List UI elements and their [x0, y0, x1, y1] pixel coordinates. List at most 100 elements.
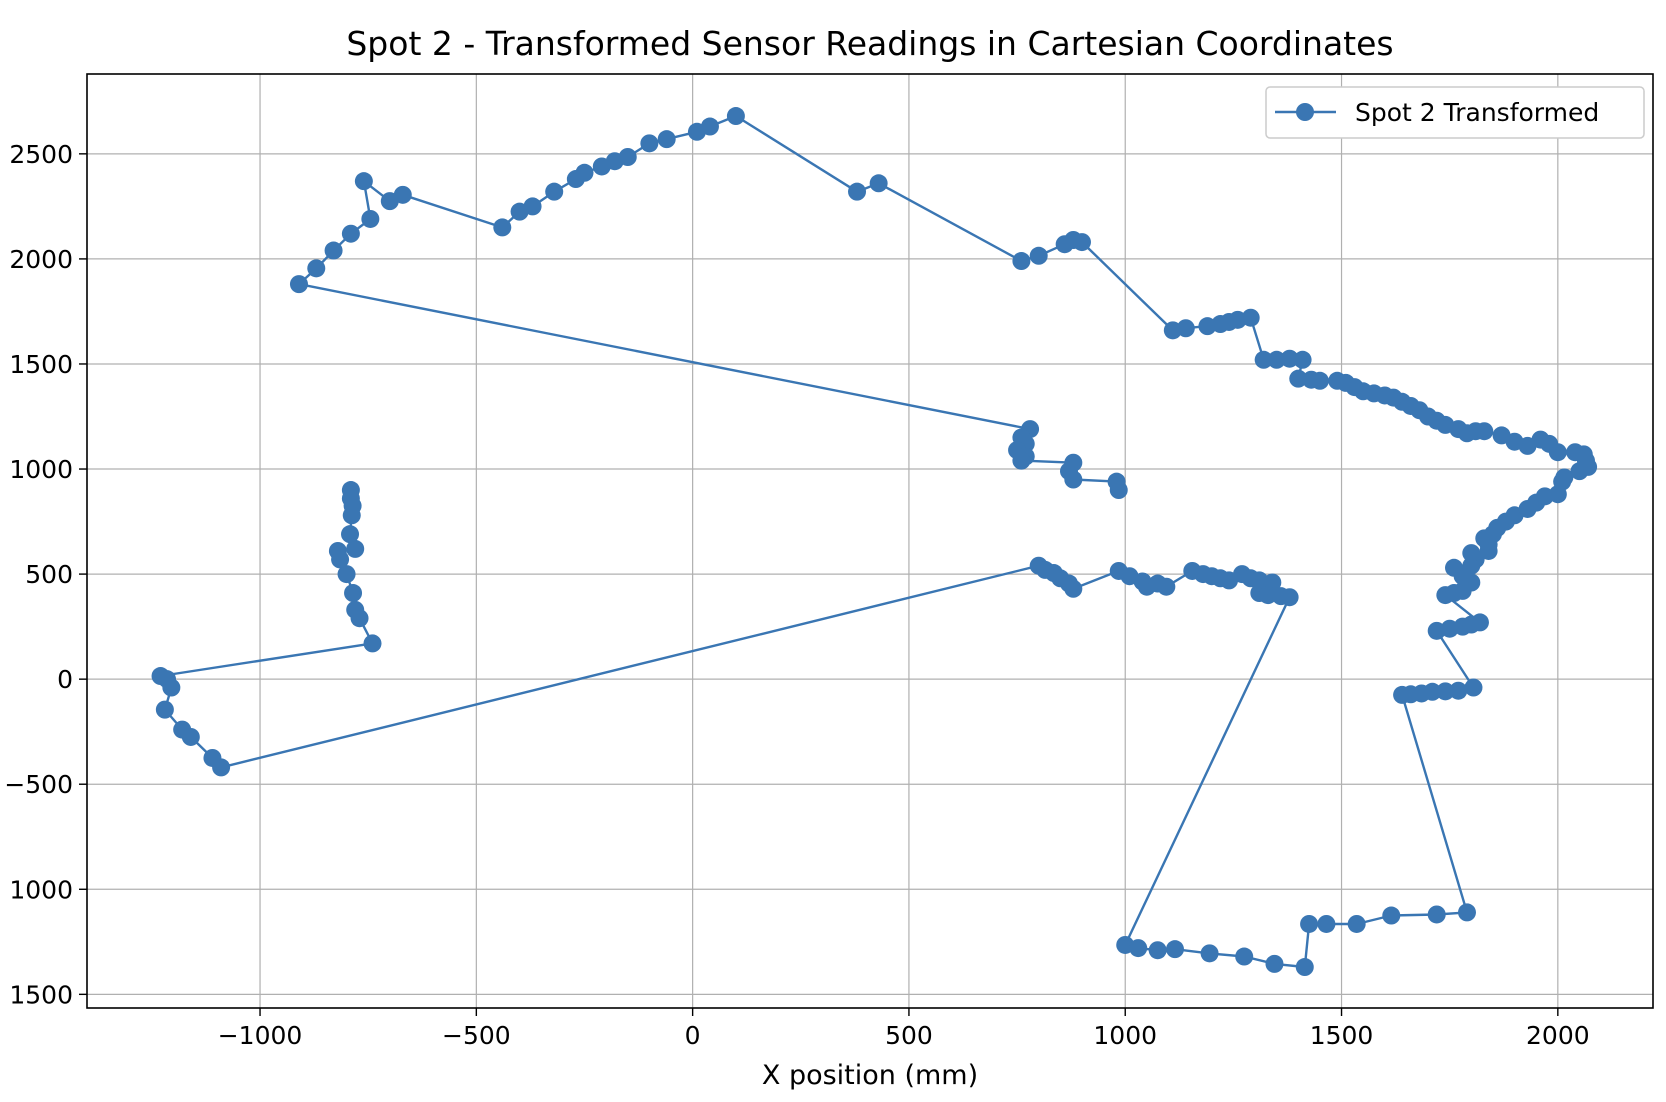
x-tick-label: 1000 [1093, 1021, 1157, 1050]
data-point [361, 209, 380, 228]
data-point [155, 700, 174, 719]
data-point [331, 550, 350, 569]
data-point [848, 182, 867, 201]
data-point [1198, 317, 1217, 336]
data-point [1300, 914, 1319, 933]
grid [87, 74, 1653, 1008]
data-point [1464, 678, 1483, 697]
data-point [289, 275, 308, 294]
series-line [159, 114, 1590, 969]
data-point [1200, 944, 1219, 963]
data-point [545, 182, 564, 201]
data-point [1148, 941, 1167, 960]
data-point [1470, 613, 1489, 632]
y-tick-label: 500 [25, 560, 73, 589]
y-tick-label: 1000 [9, 875, 73, 904]
chart-title: Spot 2 - Transformed Sensor Readings in … [346, 24, 1393, 63]
data-point [1423, 682, 1442, 701]
data-point [342, 506, 361, 525]
y-tick-label: 1500 [9, 980, 73, 1009]
data-point [212, 758, 231, 777]
y-tick-label: 0 [57, 665, 73, 694]
data-point [1064, 470, 1083, 489]
data-point [324, 241, 343, 260]
legend-box [1265, 86, 1645, 139]
data-point [354, 172, 373, 191]
data-point [657, 130, 676, 149]
data-point [1235, 947, 1254, 966]
y-axis: 1500 1000 −500 0 500 1000 1500 2000 2500 [4, 140, 87, 1009]
data-point [869, 174, 888, 193]
x-tick-label: 0 [685, 1021, 701, 1050]
data-point [346, 539, 365, 558]
data-point [1165, 940, 1184, 959]
data-point [1457, 903, 1476, 922]
data-point [350, 609, 369, 628]
data-point [162, 678, 181, 697]
data-point [341, 224, 360, 243]
data-point [1317, 914, 1336, 933]
x-tick-label: 2000 [1526, 1021, 1590, 1050]
data-point [1055, 235, 1074, 254]
data-point [1492, 426, 1511, 445]
data-point [1295, 958, 1314, 977]
legend-label: Spot 2 Transformed [1355, 98, 1599, 127]
data-point [592, 157, 611, 176]
legend: Spot 2 Transformed [1265, 86, 1645, 139]
data-point [510, 202, 529, 221]
data-point [1427, 905, 1446, 924]
plot-frame [86, 73, 1654, 1009]
data-point [181, 727, 200, 746]
data-point [1109, 481, 1128, 500]
y-tick-label: 1000 [9, 455, 73, 484]
x-tick-label: −500 [442, 1021, 511, 1050]
x-axis-label: X position (mm) [762, 1060, 978, 1091]
y-tick-label: 2000 [9, 245, 73, 274]
data-point [1449, 681, 1468, 700]
data-point [726, 107, 745, 126]
data-point [493, 218, 512, 237]
data-point [1265, 954, 1284, 973]
data-point [307, 259, 326, 278]
data-point [1267, 350, 1286, 369]
y-tick-label: 2500 [9, 140, 73, 169]
data-point [566, 170, 585, 189]
data-point [1280, 349, 1299, 368]
data-point [1129, 939, 1148, 958]
data-point [1555, 468, 1574, 487]
data-point [640, 134, 659, 153]
data-point [1293, 350, 1312, 369]
y-tick-label: −500 [4, 770, 73, 799]
data-point [1445, 558, 1464, 577]
data-point [1302, 370, 1321, 389]
series-layer [151, 107, 1598, 977]
data-point [1012, 451, 1031, 470]
data-point [1289, 369, 1308, 388]
data-point [380, 192, 399, 211]
legend-marker [1296, 103, 1314, 121]
data-point [1258, 586, 1277, 605]
data-point [687, 122, 706, 141]
data-point [337, 565, 356, 584]
data-point [1254, 350, 1273, 369]
data-point [1328, 371, 1347, 390]
data-point [1280, 588, 1299, 607]
data-point [1029, 246, 1048, 265]
data-point [1436, 682, 1455, 701]
x-tick-label: 500 [885, 1021, 933, 1050]
data-point [341, 525, 360, 544]
x-tick-label: 1500 [1310, 1021, 1374, 1050]
y-tick-label: 1500 [9, 350, 73, 379]
data-point [1157, 577, 1176, 596]
x-axis: −1000 −500 0 500 1000 1500 2000 [218, 1008, 1590, 1050]
data-point [1347, 914, 1366, 933]
data-point [1462, 544, 1481, 563]
data-point [1064, 579, 1083, 598]
data-point [363, 634, 382, 653]
data-point [1382, 906, 1401, 925]
data-point [344, 584, 363, 603]
data-point [1566, 443, 1585, 462]
data-point [1163, 321, 1182, 340]
x-tick-label: −1000 [218, 1021, 303, 1050]
